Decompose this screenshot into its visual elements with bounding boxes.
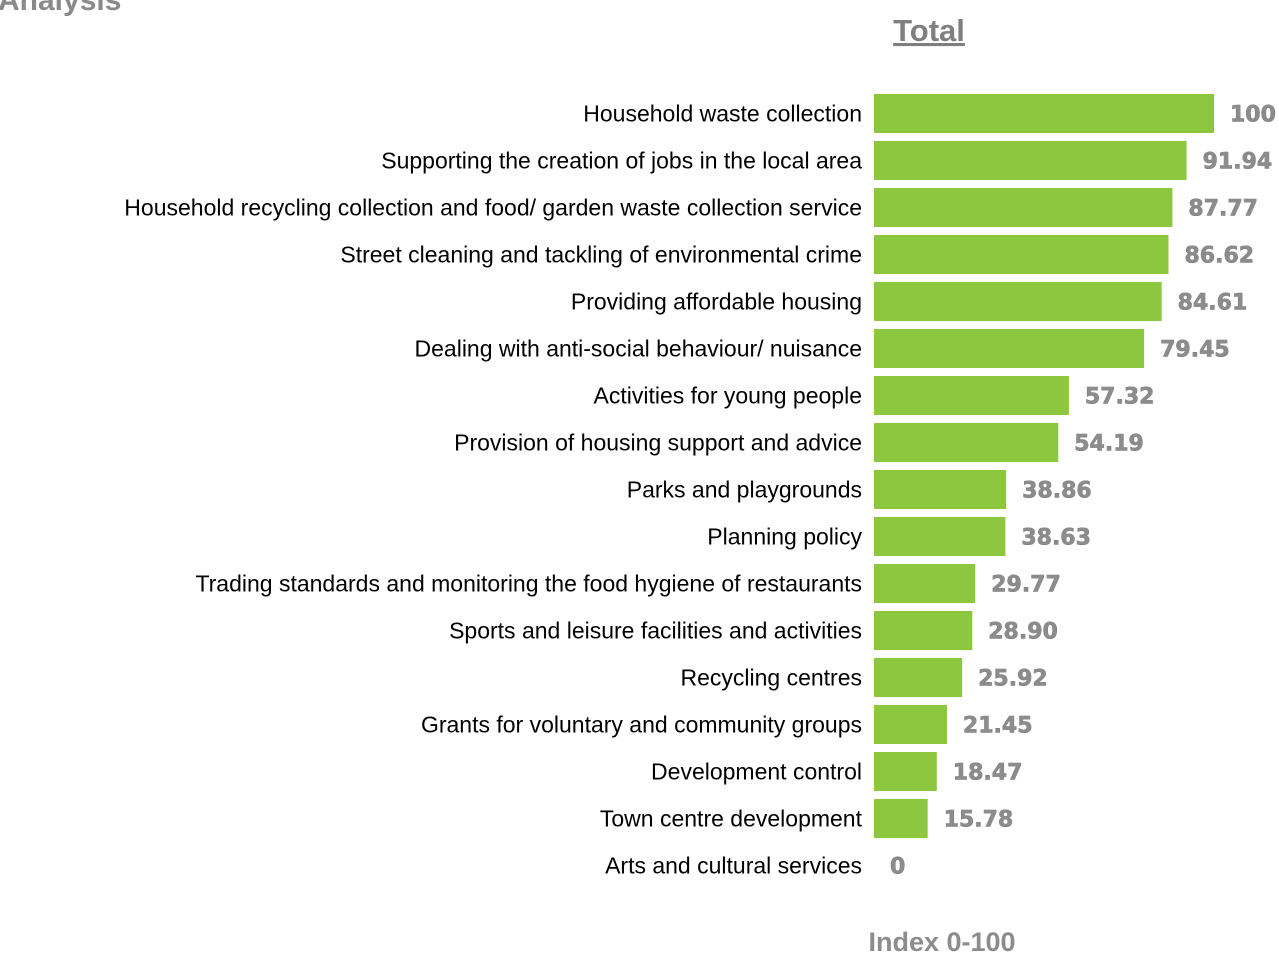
category-label: Planning policy: [707, 524, 862, 550]
category-label: Household waste collection: [583, 101, 862, 127]
bar: [874, 329, 1145, 368]
bar: [874, 141, 1187, 180]
bar: [874, 376, 1069, 415]
category-label: Household recycling collection and food/…: [124, 195, 862, 221]
value-label: 25.92: [978, 667, 1048, 692]
category-label: Trading standards and monitoring the foo…: [195, 571, 862, 597]
bar: [874, 188, 1173, 227]
bar: [874, 282, 1162, 321]
value-label: 0: [890, 855, 905, 880]
value-label: 38.86: [1022, 479, 1092, 504]
category-label: Grants for voluntary and community group…: [421, 712, 862, 738]
category-label: Activities for young people: [594, 383, 863, 409]
bar: [874, 94, 1214, 133]
value-label: 100: [1230, 103, 1276, 128]
category-label: Town centre development: [600, 806, 863, 832]
category-label: Providing affordable housing: [571, 289, 862, 315]
bar: [874, 470, 1007, 509]
bar: [874, 752, 937, 791]
value-label: 28.90: [988, 620, 1058, 645]
value-label: 18.47: [953, 761, 1023, 786]
category-label: Dealing with anti-social behaviour/ nuis…: [415, 336, 862, 362]
category-labels-group: Household waste collection Supporting the…: [124, 101, 862, 879]
value-label: 15.78: [944, 808, 1014, 833]
category-label: Street cleaning and tackling of environm…: [340, 242, 862, 268]
value-label: 54.19: [1074, 432, 1144, 457]
x-axis-label: Index 0-100: [868, 927, 1015, 957]
value-label: 38.63: [1021, 526, 1091, 551]
bar: [874, 611, 973, 650]
category-label: Recycling centres: [680, 665, 862, 691]
bar: [874, 658, 963, 697]
chart-title: Total: [893, 13, 965, 48]
category-label: Supporting the creation of jobs in the l…: [381, 148, 862, 174]
bar: [874, 517, 1006, 556]
bar: [874, 423, 1059, 462]
bar: [874, 564, 976, 603]
category-label: Parks and playgrounds: [627, 477, 862, 503]
bars-group: [874, 94, 1214, 838]
value-label: 57.32: [1085, 385, 1155, 410]
bar: [874, 235, 1169, 274]
bar: [874, 705, 947, 744]
category-label: Development control: [651, 759, 862, 785]
value-label: 29.77: [991, 573, 1061, 598]
bar: [874, 799, 928, 838]
value-label: 87.77: [1188, 197, 1258, 222]
page-heading: Analysis: [0, 0, 122, 17]
value-label: 21.45: [963, 714, 1033, 739]
value-label: 86.62: [1185, 244, 1255, 269]
value-label: 91.94: [1203, 150, 1273, 175]
category-label: Sports and leisure facilities and activi…: [449, 618, 862, 644]
value-label: 79.45: [1160, 338, 1230, 363]
category-label: Arts and cultural services: [605, 853, 862, 879]
category-label: Provision of housing support and advice: [454, 430, 862, 456]
value-label: 84.61: [1178, 291, 1248, 316]
